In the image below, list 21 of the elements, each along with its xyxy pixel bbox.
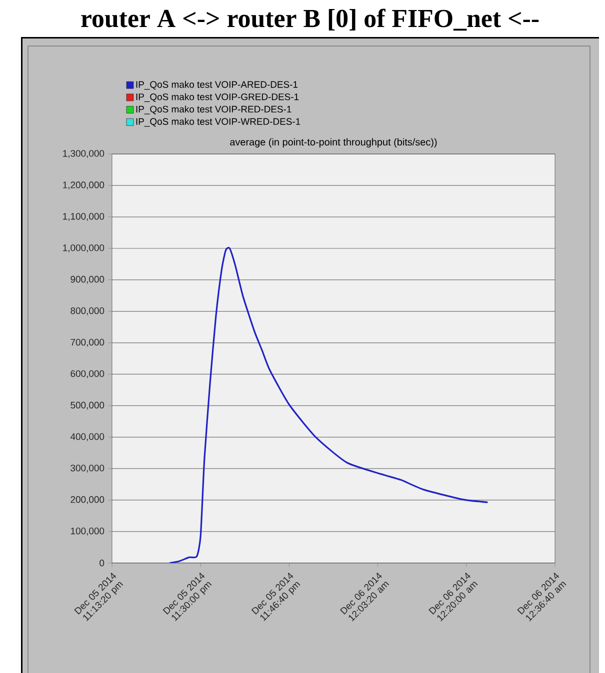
y-tick-label: 700,000 [70, 338, 104, 347]
y-tick-label: 1,300,000 [63, 150, 104, 158]
legend-label: IP_QoS mako test VOIP-RED-DES-1 [136, 106, 292, 114]
line-series [168, 248, 488, 563]
y-tick-label: 800,000 [70, 307, 104, 316]
y-tick-label: 1,200,000 [63, 182, 104, 190]
y-tick-label: 100,000 [70, 528, 104, 536]
y-tick-label: 1,000,000 [63, 244, 104, 252]
legend-label: IP_QoS mako test VOIP-WRED-DES-1 [136, 118, 300, 127]
y-tick-label: 900,000 [70, 276, 104, 284]
y-tick-label: 0 [100, 560, 104, 566]
y-tick-label: 500,000 [70, 402, 104, 410]
y-tick-label: 600,000 [70, 370, 104, 378]
chart-subtitle: average (in point-to-point throughput (bits/sec)) [230, 138, 437, 148]
y-tick-label: 400,000 [70, 433, 104, 442]
legend-label: IP_QoS mako test VOIP-GRED-DES-1 [136, 93, 299, 102]
legend-label: IP_QoS mako test VOIP-ARED-DES-1 [136, 80, 298, 90]
y-tick-label: 300,000 [70, 464, 104, 473]
y-tick-label: 1,100,000 [63, 213, 104, 221]
y-tick-label: 200,000 [70, 496, 104, 504]
chart-title: router A <-> router B [0] of FIFO_net <-- [81, 8, 539, 31]
